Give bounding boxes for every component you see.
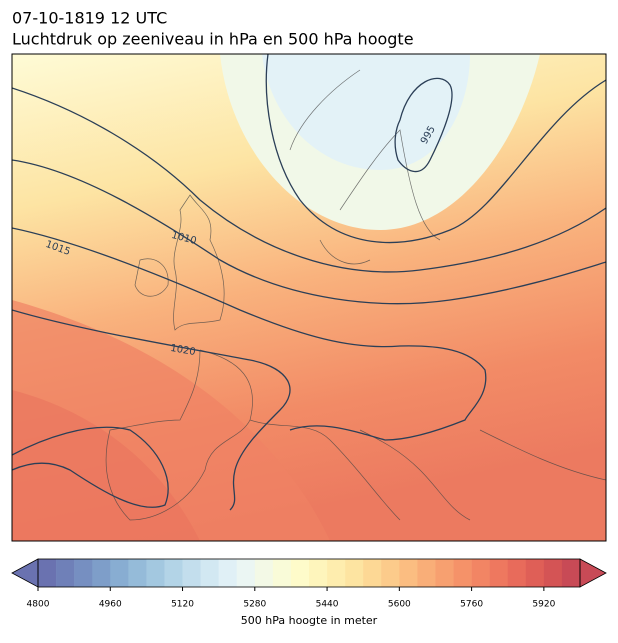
colorbar-extend-high bbox=[579, 558, 607, 588]
colorbar-segment bbox=[200, 559, 219, 587]
colorbar-segment bbox=[417, 559, 436, 587]
colorbar-segment bbox=[327, 559, 346, 587]
colorbar-segment bbox=[110, 559, 129, 587]
colorbar-tick-label: 5920 bbox=[532, 600, 555, 610]
colorbar-segment bbox=[128, 559, 147, 587]
isobar bbox=[12, 426, 169, 508]
colorbar-segment bbox=[561, 559, 581, 587]
colorbar-segment bbox=[507, 559, 527, 587]
isobar bbox=[12, 87, 606, 273]
isobar bbox=[265, 54, 606, 244]
coastline bbox=[289, 69, 441, 265]
colorbar-tick-label: 4800 bbox=[27, 600, 50, 610]
colorbar-tick-label: 4960 bbox=[99, 600, 122, 610]
colorbar-label: 500 hPa hoogte in meter bbox=[241, 614, 378, 627]
colorbar-tick-label: 5760 bbox=[460, 600, 483, 610]
colorbar-tick-label: 5280 bbox=[243, 600, 266, 610]
colorbar-segment bbox=[489, 559, 509, 587]
colorbar-segment bbox=[345, 559, 364, 587]
colorbar-segment bbox=[218, 559, 238, 587]
colorbar-segment bbox=[254, 559, 274, 587]
colorbar-segment bbox=[74, 559, 93, 587]
map-frame bbox=[11, 53, 607, 542]
colorbar-frame bbox=[37, 558, 581, 588]
colorbar-tick-label: 5440 bbox=[316, 600, 339, 610]
isobar bbox=[12, 159, 606, 305]
colorbar-segment bbox=[453, 559, 472, 587]
coastline bbox=[105, 349, 253, 521]
map bbox=[12, 54, 606, 541]
colorbar-segment bbox=[38, 559, 57, 587]
colorbar-segment bbox=[471, 559, 490, 587]
colorbar-segment bbox=[236, 559, 256, 587]
title: 07-10-1819 12 UTC bbox=[12, 9, 167, 28]
coastline bbox=[173, 194, 225, 331]
isobar-label: 1020 bbox=[169, 343, 196, 358]
height-field-band bbox=[262, 54, 470, 170]
colorbar-segment bbox=[543, 559, 563, 587]
colorbar: 4800 4960 5120 5280 5440 5600 5760 5920 bbox=[11, 558, 607, 610]
colorbar-tick-label: 5120 bbox=[171, 600, 194, 610]
isobar bbox=[12, 309, 291, 511]
colorbar-segment bbox=[56, 559, 75, 587]
colorbar-segment bbox=[309, 559, 328, 587]
colorbar-segment bbox=[363, 559, 382, 587]
isobar bbox=[394, 77, 453, 173]
colorbar-segment bbox=[381, 559, 400, 587]
colorbar-segment bbox=[290, 559, 310, 587]
subtitle: Luchtdruk op zeeniveau in hPa en 500 hPa… bbox=[12, 30, 414, 49]
colorbar-segment bbox=[399, 559, 418, 587]
isobar bbox=[12, 227, 487, 441]
colorbar-tick-label: 5600 bbox=[388, 600, 411, 610]
colorbar-segment bbox=[146, 559, 165, 587]
colorbar-segment bbox=[164, 559, 183, 587]
coastline bbox=[249, 419, 606, 521]
colorbar-segment bbox=[525, 559, 545, 587]
colorbar-segment bbox=[272, 559, 292, 587]
colorbar-segment bbox=[435, 559, 454, 587]
colorbar-extend-low bbox=[11, 558, 39, 588]
colorbar-segment bbox=[182, 559, 201, 587]
colorbar-segment bbox=[92, 559, 111, 587]
